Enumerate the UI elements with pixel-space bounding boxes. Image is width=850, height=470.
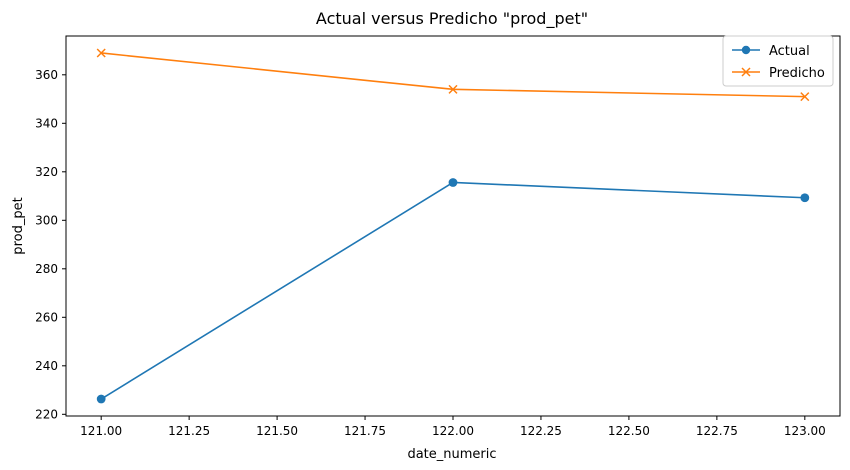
x-axis-ticks: 121.00 121.25 121.50 121.75 122.00 122.25 122.… [80,416,826,438]
data-point-actual [96,394,106,404]
y-tick-label: 360 [35,68,58,82]
legend-frame [722,35,834,87]
data-point-predicho [96,48,106,58]
y-tick-label: 340 [35,116,58,130]
x-axis-label: date_numeric [407,447,496,462]
legend-label-predicho: Predicho [769,66,825,81]
y-tick-label: 320 [35,165,58,179]
y-tick-label: 240 [35,359,58,373]
chart-title: Actual versus Predicho "prod_pet" [316,9,588,29]
plot-area [65,35,841,417]
x-tick-label: 122.75 [696,424,738,438]
legend-label-actual: Actual [769,44,810,59]
data-point-predicho [800,92,810,102]
legend: Actual Predicho [722,35,834,87]
x-tick-label: 123.00 [784,424,826,438]
x-tick-label: 122.50 [608,424,650,438]
x-tick-label: 122.00 [432,424,474,438]
x-tick-label: 121.25 [168,424,210,438]
y-tick-label: 260 [35,310,58,324]
x-tick-label: 121.75 [344,424,386,438]
y-axis-label: prod_pet [11,197,26,254]
data-point-actual [448,178,458,187]
y-tick-label: 300 [35,213,58,227]
x-tick-label: 122.25 [520,424,562,438]
y-tick-label: 280 [35,262,58,276]
x-tick-label: 121.00 [80,424,122,438]
x-tick-label: 121.50 [256,424,298,438]
data-point-actual [800,193,810,203]
legend-marker-actual [741,45,751,55]
data-point-predicho [448,84,458,94]
y-tick-label: 220 [35,407,58,421]
series-group [96,48,810,404]
y-axis-ticks: 220 240 260 280 300 320 340 360 [35,68,66,421]
legend-marker-predicho [741,67,751,77]
series-line-actual [100,181,805,400]
